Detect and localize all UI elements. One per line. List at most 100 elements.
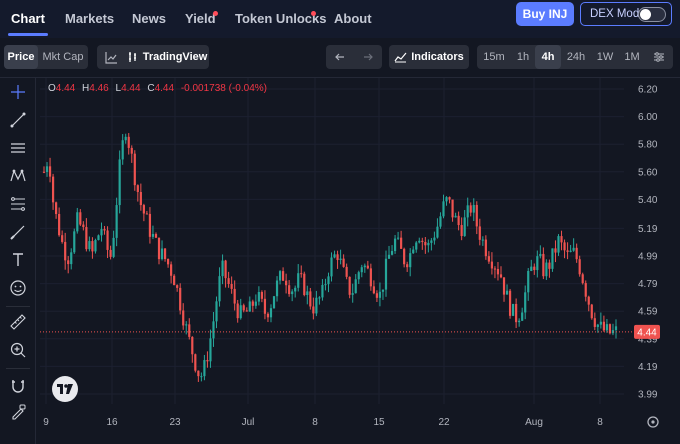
tradingview-logo[interactable] (52, 376, 78, 402)
candle-body (614, 326, 618, 331)
candle-body (179, 287, 182, 311)
tab-news[interactable]: News (132, 11, 166, 26)
text-tool[interactable] (8, 250, 28, 270)
candle-body (396, 237, 400, 239)
chart-settings-button[interactable] (645, 45, 673, 69)
candle-body (421, 240, 424, 242)
candle-body (587, 296, 590, 305)
candlestick-chart[interactable]: 6.20 6.00 5.80 5.60 5.40 5.19 4.99 4.79 4.59 4.39… (36, 78, 680, 444)
lock-drawings-tool[interactable] (8, 402, 28, 422)
price-option[interactable]: Price (4, 45, 38, 69)
indicators-label: Indicators (411, 51, 464, 63)
candle-body (48, 166, 52, 177)
tab-token-unlocks[interactable]: Token Unlocks (235, 11, 327, 26)
candle-body (611, 330, 615, 334)
candle-body (324, 284, 327, 286)
indicators-button[interactable]: Indicators (389, 45, 469, 69)
candle-body (182, 310, 185, 326)
sliders-icon (654, 52, 664, 62)
dex-mode-toggle[interactable]: DEX Mode (580, 2, 672, 26)
candle-body (390, 251, 394, 255)
magnet-tool[interactable] (8, 376, 28, 396)
candle-body (569, 250, 572, 252)
lock-pencil-icon (12, 404, 26, 420)
candle-body (203, 360, 206, 377)
candle-body (76, 212, 79, 232)
y-tick-label: 4.59 (638, 307, 658, 318)
fib-tool[interactable] (8, 194, 28, 214)
text-icon (13, 253, 23, 266)
ruler-tool[interactable] (8, 312, 28, 332)
candle-body (312, 306, 315, 314)
tab-yield[interactable]: Yield (185, 11, 216, 26)
dex-mode-switch[interactable] (638, 7, 666, 22)
candle-body (209, 338, 212, 362)
candle-body (602, 321, 605, 331)
zoom-tool[interactable] (8, 340, 28, 360)
trend-line-tool[interactable] (8, 110, 28, 130)
interval-1w[interactable]: 1W (596, 51, 614, 63)
tab-chart[interactable]: Chart (11, 11, 45, 26)
candle-body (97, 235, 100, 241)
active-tab-indicator (8, 33, 48, 36)
candle-body (381, 289, 385, 292)
candle-body (309, 291, 312, 307)
y-tick-label: 5.80 (638, 140, 658, 151)
candle-body (263, 298, 267, 314)
candle-body (518, 320, 521, 323)
interval-4h[interactable]: 4h (535, 45, 561, 69)
brush-tool[interactable] (8, 222, 28, 242)
interval-selector: 15m 1h 4h 24h 1W 1M (477, 45, 673, 69)
candle-body (103, 229, 106, 231)
candle-body (572, 247, 575, 251)
candle-body (369, 268, 372, 287)
candle-body (121, 140, 124, 160)
candle-body (436, 226, 439, 238)
horizontal-lines-tool[interactable] (8, 138, 28, 158)
candle-body (297, 273, 300, 288)
redo-button[interactable] (354, 45, 382, 69)
candle-body (170, 264, 173, 276)
candle-body (100, 229, 103, 236)
candle-body (524, 292, 527, 313)
emoji-tool[interactable] (8, 278, 28, 298)
candle-body (415, 242, 418, 250)
y-tick-label: 4.19 (638, 362, 658, 373)
candle-body (333, 254, 336, 258)
chart-type-button[interactable] (97, 45, 125, 69)
tab-about[interactable]: About (334, 11, 372, 26)
candle-body (412, 249, 415, 254)
pattern-tool[interactable] (8, 166, 28, 186)
mktcap-option[interactable]: Mkt Cap (42, 51, 84, 63)
price-chart[interactable]: 6.20 6.00 5.80 5.60 5.40 5.19 4.99 4.79 4.59 4.39… (36, 78, 680, 444)
candle-body (257, 292, 260, 302)
chart-style-group: TradingView (97, 45, 209, 69)
candle-body (439, 216, 442, 227)
buy-inj-button[interactable]: Buy INJ (516, 2, 574, 26)
y-tick-label: 4.39 (638, 334, 658, 345)
candle-body (409, 253, 412, 268)
tradingview-button[interactable]: TradingView (125, 45, 209, 69)
candle-body (215, 301, 218, 322)
interval-24h[interactable]: 24h (566, 51, 586, 63)
interval-15m[interactable]: 15m (483, 51, 505, 63)
axis-settings-icon-center (651, 420, 655, 424)
candle-body (115, 205, 118, 238)
candle-body (73, 231, 76, 253)
candle-body (82, 224, 85, 228)
undo-button[interactable] (326, 45, 354, 69)
candle-body (285, 280, 288, 286)
interval-1h[interactable]: 1h (516, 51, 530, 63)
crosshair-tool[interactable] (8, 82, 28, 102)
candle-body (581, 274, 584, 284)
candle-body (157, 237, 161, 260)
candle-body (224, 260, 227, 279)
tools-divider (6, 306, 30, 307)
interval-1m[interactable]: 1M (624, 51, 640, 63)
candle-body (445, 197, 448, 202)
tab-markets[interactable]: Markets (65, 11, 115, 26)
crosshair-icon (11, 85, 25, 99)
candle-body (454, 215, 457, 218)
candle-body (378, 291, 382, 298)
candle-body (233, 288, 236, 304)
